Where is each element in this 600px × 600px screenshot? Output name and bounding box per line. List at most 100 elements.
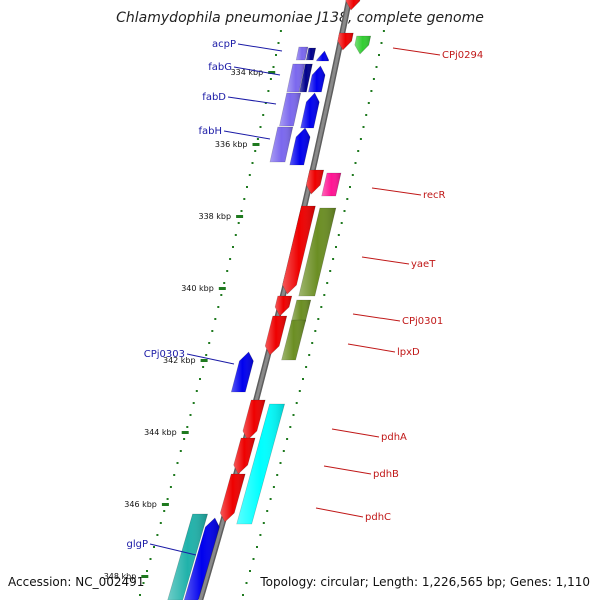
guide-dot-right — [305, 366, 308, 368]
guide-dot-left — [254, 150, 257, 152]
tick-mark — [236, 215, 244, 218]
guide-dot-right — [349, 186, 351, 188]
tick-mark — [181, 431, 189, 434]
gene-arrow-shading — [298, 208, 336, 296]
guide-dot-right — [359, 138, 362, 140]
gene-arrow-shading — [167, 514, 208, 600]
guide-dot-left — [186, 426, 189, 428]
guide-dot-left — [173, 474, 176, 476]
guide-dot-right — [372, 78, 375, 80]
leader-line-cpj0301 — [352, 313, 401, 322]
gene-arrow-shading — [231, 352, 254, 392]
guide-dot-left — [159, 522, 162, 524]
guide-dot-left — [153, 546, 155, 548]
guide-dot-left — [183, 438, 186, 440]
guide-dot-left — [202, 366, 205, 368]
gene-label-yaet: yaeT — [411, 259, 436, 270]
guide-dot-left — [220, 294, 223, 296]
guide-dot-right — [269, 498, 272, 500]
gene-arrow-shading — [281, 320, 306, 360]
leader-line-recr — [371, 187, 422, 196]
guide-dot-left — [275, 54, 277, 56]
guide-dot-left — [142, 582, 145, 584]
guide-dot-left — [269, 78, 272, 80]
gene-label-pdhb: pdhB — [373, 469, 399, 480]
guide-dot-left — [208, 342, 211, 344]
gene-arrow-shading — [296, 47, 308, 60]
kbp-axis: 334 kbp 336 kbp 338 kbp 340 kbp 342 kbp 344 k… — [104, 68, 276, 581]
guide-dot-right — [259, 534, 262, 536]
guide-dot-right — [332, 258, 335, 260]
tick-label: 346 kbp — [124, 500, 157, 509]
gene-arrow-shading — [345, 0, 360, 10]
gene-arrow-shading — [242, 400, 266, 440]
guide-dot-right — [378, 54, 380, 56]
guide-dot-right — [252, 558, 255, 560]
gene-features[interactable] — [167, 0, 372, 600]
guide-dot-right — [292, 414, 295, 416]
tick-mark — [252, 143, 260, 146]
guide-dot-left — [223, 282, 226, 284]
gene-arrow-shading — [220, 474, 246, 522]
guide-dot-right — [340, 222, 343, 224]
tick-mark — [161, 503, 169, 506]
guide-dot-right — [335, 246, 337, 248]
gene-arrow-shading — [299, 64, 313, 92]
guide-dot-left — [234, 234, 237, 236]
guide-dot-right — [320, 306, 323, 308]
guide-dot-right — [289, 426, 292, 428]
guide-dot-right — [308, 354, 311, 356]
guide-dot-left — [156, 534, 159, 536]
guide-dot-right — [365, 114, 368, 116]
guide-dot-right — [302, 378, 304, 380]
guide-dot-left — [232, 246, 234, 248]
guide-dot-left — [163, 510, 166, 512]
leader-line-cpj0294 — [392, 47, 441, 56]
guide-dot-left — [256, 138, 259, 140]
guide-dot-right — [329, 270, 332, 272]
dotted-track-guides — [139, 30, 385, 596]
leader-line-pdhc — [315, 507, 364, 518]
tick-mark — [268, 71, 276, 74]
guide-dot-left — [246, 186, 248, 188]
guide-dot-right — [256, 546, 258, 548]
guide-dot-left — [195, 390, 198, 392]
guide-dot-right — [323, 294, 326, 296]
guide-dot-right — [375, 66, 378, 68]
gene-arrow-shading — [321, 173, 341, 196]
guide-dot-right — [326, 282, 329, 284]
tick-mark — [141, 575, 149, 578]
guide-dot-left — [248, 174, 251, 176]
map-title: Chlamydophila pneumoniae J138, complete … — [116, 10, 484, 26]
guide-dot-right — [367, 102, 370, 104]
guide-dot-left — [267, 90, 270, 92]
guide-dot-left — [199, 378, 201, 380]
tick-label: 348 kbp — [104, 572, 137, 581]
guide-dot-left — [211, 330, 214, 332]
guide-dot-right — [245, 582, 248, 584]
guide-dot-left — [229, 258, 232, 260]
gene-label-pdha: pdhA — [381, 432, 407, 443]
guide-dot-right — [266, 510, 269, 512]
gene-label-lpxd: lpxD — [397, 347, 420, 358]
guide-dot-right — [262, 522, 265, 524]
guide-dot-right — [346, 198, 349, 200]
guide-dot-left — [166, 498, 169, 500]
guide-dot-left — [226, 270, 229, 272]
guide-dot-right — [317, 318, 320, 320]
gene-label-recr: recR — [423, 190, 446, 201]
guide-dot-right — [354, 162, 357, 164]
guide-dot-left — [214, 318, 217, 320]
gene-arrow-shading — [291, 300, 311, 322]
tick-label: 336 kbp — [215, 140, 248, 149]
guide-dot-left — [192, 402, 195, 404]
guide-dot-right — [298, 390, 301, 392]
gene-label-fabh: fabH — [198, 126, 222, 137]
gene-arrow-shading — [308, 66, 326, 92]
guide-dot-right — [382, 30, 385, 32]
guide-dot-right — [370, 90, 373, 92]
guide-dot-right — [314, 330, 317, 332]
gene-arrow-shading — [265, 316, 287, 355]
guide-dot-right — [351, 174, 354, 176]
